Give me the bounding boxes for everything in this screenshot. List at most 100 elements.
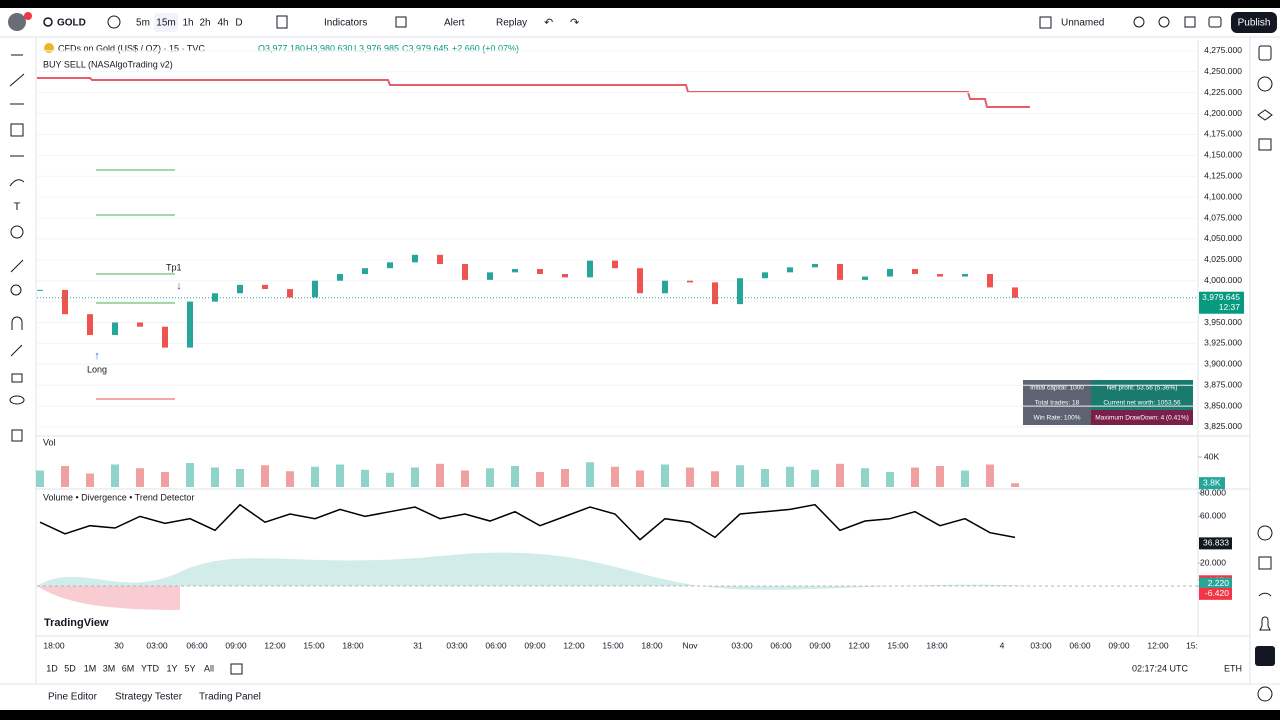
time-tick-label: 06:00 [485,640,507,650]
interval[interactable]: 1h [182,18,193,29]
publish-label[interactable]: Publish [1238,18,1271,29]
candle [862,276,868,280]
panel-tab[interactable]: Strategy Tester [115,692,183,703]
volume-bar [661,464,669,487]
chat[interactable] [1258,138,1272,151]
clock: 02:17:24 UTC [1132,663,1189,673]
text-tool[interactable]: T [14,201,21,213]
oscillator-tick-label: 80.000 [1200,487,1226,497]
interval[interactable]: 4h [217,18,228,29]
interval[interactable]: 15m [156,18,175,29]
range-button[interactable]: 5D [64,663,76,673]
price-tick-label: 4,125.000 [1204,170,1242,180]
avatar[interactable] [8,13,26,31]
search-icon[interactable] [43,17,53,27]
range-button[interactable]: 6M [122,663,135,673]
delete-tool[interactable] [11,429,23,442]
zoom-tool[interactable] [10,284,22,296]
volume-bar [286,471,294,487]
trend-line-tool[interactable] [9,73,25,87]
volume-bar [936,466,944,487]
notifications[interactable] [1259,616,1271,631]
calendar[interactable] [1258,556,1272,570]
compare-icon[interactable] [107,15,121,29]
volume-bar [761,469,769,487]
time-tick-label: 06:00 [186,640,208,650]
interval[interactable]: 5m [136,18,150,29]
volume-bar [961,470,969,487]
watchlist[interactable] [1258,45,1272,61]
candle [637,268,643,294]
apps-button[interactable] [1255,646,1275,666]
legend-title: CFDs on Gold (US$ / OZ) · 15 · TVC [58,43,205,53]
layout-checkbox[interactable] [1039,16,1052,29]
emoji-tool[interactable] [10,225,24,239]
settings[interactable] [1158,16,1170,28]
publish-button[interactable] [1231,12,1277,33]
session[interactable]: ETH [1224,663,1242,673]
candle [312,280,318,298]
brush-tool[interactable] [9,179,25,187]
stream[interactable] [1258,592,1272,597]
visibility-tool[interactable] [9,395,25,405]
stat-cell [1023,410,1091,425]
volume-bar [786,466,794,487]
alert-button[interactable]: Alert [444,18,465,29]
time-tick-label: 03:00 [731,640,753,650]
date-range-icon[interactable] [230,663,243,675]
indicators-button[interactable]: Indicators [324,18,367,29]
ruler-tool[interactable] [10,259,24,273]
help[interactable] [1257,686,1273,702]
interval[interactable]: 2h [199,18,210,29]
candle [412,254,418,263]
volume-bar [361,469,369,487]
range-button[interactable]: 5Y [184,663,195,673]
lock-tool[interactable] [11,373,23,383]
replay-button[interactable]: Replay [496,18,527,29]
price-tick-label: 3,875.000 [1204,379,1242,389]
app-background [0,8,1280,710]
candle [937,274,943,277]
volume-bar [636,470,644,487]
redo[interactable]: ↷ [570,17,579,29]
quick-search[interactable] [1133,16,1145,28]
undo[interactable]: ↶ [544,17,553,29]
range-button[interactable]: YTD [141,663,160,673]
time-tick-label: 30 [114,640,124,650]
stat-cell [1091,410,1193,425]
range-button[interactable]: 1Y [166,663,177,673]
tp-label: Tp1 [166,262,182,272]
volume-badge-label: 3.8K [1203,477,1221,487]
symbol[interactable]: GOLD [57,18,86,29]
layout-name[interactable]: Unnamed [1061,18,1104,29]
pattern-tool[interactable] [10,123,24,137]
fullscreen[interactable] [1184,16,1196,28]
range-button[interactable]: 3M [103,663,116,673]
chart-type-icon[interactable] [276,15,288,29]
edit-tool[interactable] [10,344,23,357]
time-tick-label: 18:00 [342,640,364,650]
panel-tab[interactable]: Pine Editor [48,692,98,703]
panel-tab[interactable]: Trading Panel [199,692,261,703]
snapshot[interactable] [1208,16,1222,28]
templates-icon[interactable] [395,16,407,28]
target[interactable] [1257,525,1273,541]
sell-arrow: ↓ [176,280,182,292]
volume-bar [911,467,919,487]
legend-high: H3,980.630 [306,43,353,53]
candle [687,280,693,283]
magnet-tool[interactable] [11,316,23,330]
volume-bar [561,469,569,487]
candle [37,289,43,291]
range-button[interactable]: All [204,663,214,673]
range-button[interactable]: 1D [46,663,58,673]
volume-bar [186,463,194,487]
interval[interactable]: D [235,18,242,29]
time-tick-label: 18:00 [926,640,948,650]
stat-cell [1023,380,1091,395]
countdown: 12:37 [1219,302,1241,312]
layers[interactable] [1257,109,1273,121]
range-button[interactable]: 1M [84,663,97,673]
symbol-logo [44,43,54,53]
alerts[interactable] [1257,76,1273,92]
